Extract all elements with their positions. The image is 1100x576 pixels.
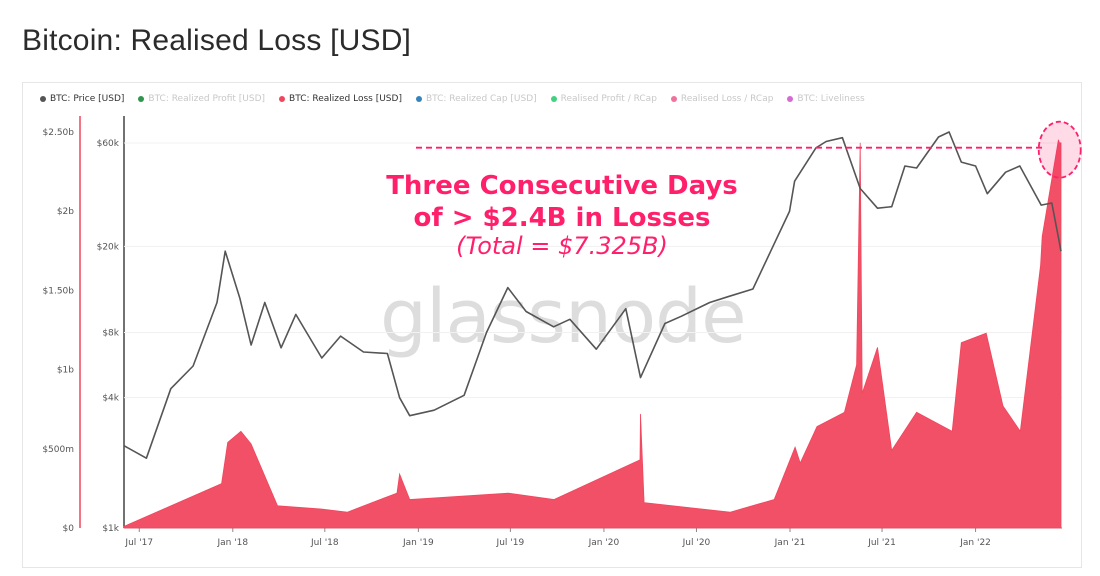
right-axis-tick-label: $20k <box>97 242 120 252</box>
watermark-logo: glassnode <box>380 274 747 360</box>
x-axis-tick-label: Jul '18 <box>310 538 339 548</box>
legend-label: BTC: Liveliness <box>797 94 865 104</box>
legend-dot-icon <box>550 96 557 102</box>
highlight-ellipse <box>1037 120 1082 179</box>
legend-dot-icon <box>670 96 677 102</box>
x-axis-tick-label: Jul '19 <box>496 538 525 548</box>
legend-item-realized-cap[interactable]: BTC: Realized Cap [USD] <box>415 92 537 106</box>
annotation-headline: Three Consecutive Days of > $2.4B in Los… <box>382 170 742 234</box>
legend-item-profit-rcap[interactable]: Realised Profit / RCap <box>550 92 657 106</box>
left-axis-tick-label: $1.50b <box>43 286 75 296</box>
legend-dot-icon <box>40 96 46 102</box>
legend-dot-icon <box>415 96 422 102</box>
left-axis-tick-label: $0 <box>63 524 75 534</box>
x-axis-tick-label: Jan '21 <box>774 538 806 548</box>
x-axis-tick-label: Jan '18 <box>216 538 248 548</box>
right-axis-tick-label: $60k <box>97 139 120 149</box>
left-axis-tick-label: $1b <box>57 366 74 376</box>
x-axis-tick-label: Jan '20 <box>588 538 620 548</box>
legend-label: BTC: Price [USD] <box>50 94 125 104</box>
x-axis-tick-label: Jan '19 <box>402 538 434 548</box>
legend-label: Realised Profit / RCap <box>560 94 657 104</box>
x-axis-tick-label: Jul '20 <box>682 538 711 548</box>
realized-loss-area <box>123 139 1062 529</box>
left-axis-tick-label: $2.50b <box>43 128 75 138</box>
legend-item-btc-price[interactable]: BTC: Price [USD] <box>40 92 124 106</box>
legend-label: BTC: Realized Profit [USD] <box>148 94 266 104</box>
legend-item-realized-profit[interactable]: BTC: Realized Profit [USD] <box>138 92 265 106</box>
x-axis-tick-label: Jul '17 <box>124 538 153 548</box>
legend-item-liveliness[interactable]: BTC: Liveliness <box>787 92 865 106</box>
annotation-line1: Three Consecutive Days <box>386 171 738 201</box>
x-axis-tick-label: Jan '22 <box>959 538 991 548</box>
page-title: Bitcoin: Realised Loss [USD] <box>22 24 412 57</box>
legend-label: BTC: Realized Cap [USD] <box>425 94 537 104</box>
right-axis-tick-label: $8k <box>102 328 119 338</box>
left-axis-tick-label: $500m <box>42 445 74 455</box>
legend-item-realized-loss[interactable]: BTC: Realized Loss [USD] <box>279 92 402 106</box>
right-axis-tick-label: $1k <box>102 524 119 534</box>
chart-legend: BTC: Price [USD] BTC: Realized Profit [U… <box>40 92 879 106</box>
btc-price-line <box>123 131 1062 459</box>
legend-item-loss-rcap[interactable]: Realised Loss / RCap <box>670 92 774 106</box>
x-axis-tick-label: Jul '21 <box>867 538 896 548</box>
legend-label: BTC: Realized Loss [USD] <box>289 94 402 104</box>
annotation-total: (Total = $7.325B) <box>456 232 668 260</box>
left-axis-tick-label: $2b <box>57 207 74 217</box>
right-axis-tick-label: $4k <box>102 394 119 404</box>
legend-label: Realised Loss / RCap <box>680 94 774 104</box>
legend-dot-icon <box>787 96 794 102</box>
legend-dot-icon <box>279 96 286 102</box>
annotation-line2: of > $2.4B in Losses <box>413 203 711 233</box>
legend-dot-icon <box>138 96 145 102</box>
